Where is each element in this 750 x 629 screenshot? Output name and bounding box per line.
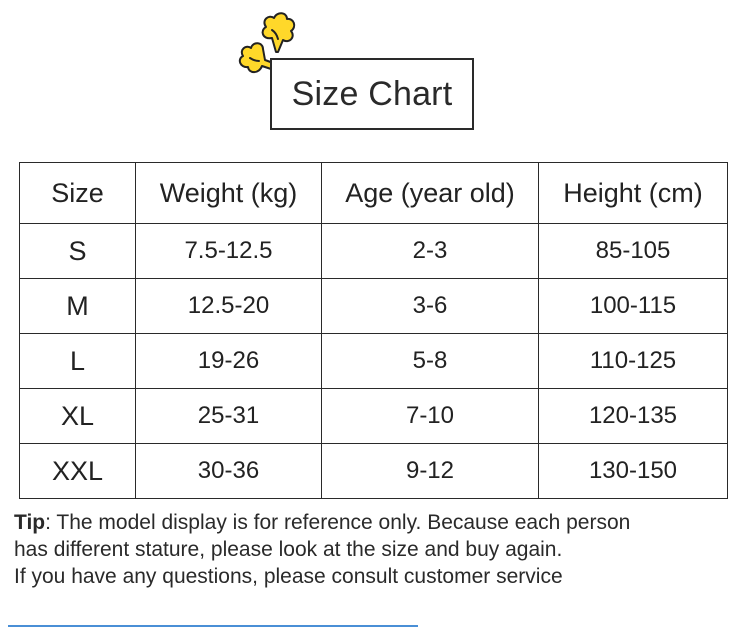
size-table: Size Weight (kg) Age (year old) Height (… [19,162,728,499]
weight-cell: 19-26 [135,333,322,389]
tip-line-2: has different stature, please look at th… [14,538,563,561]
header-height: Height (cm) [538,162,728,224]
size-cell: XL [19,388,136,444]
weight-cell: 25-31 [135,388,322,444]
tip-label: Tip [14,511,46,534]
size-cell: M [19,278,136,334]
height-cell: 110-125 [538,333,728,389]
page-title: Size Chart [270,58,474,130]
tip-line-1-text: : The model display is for reference onl… [45,511,631,534]
size-cell: XXL [19,443,136,499]
weight-cell: 12.5-20 [135,278,322,334]
height-cell: 130-150 [538,443,728,499]
divider [8,625,418,627]
tip-text: Tip: The model display is for reference … [14,509,744,590]
tip-line-3: If you have any questions, please consul… [14,565,563,588]
size-cell: L [19,333,136,389]
height-cell: 85-105 [538,223,728,279]
height-cell: 120-135 [538,388,728,444]
table-header-row: Size Weight (kg) Age (year old) Height (… [19,162,728,224]
table-row: XL 25-31 7-10 120-135 [19,388,728,444]
table-row: M 12.5-20 3-6 100-115 [19,278,728,334]
table-row: S 7.5-12.5 2-3 85-105 [19,223,728,279]
header-age: Age (year old) [321,162,539,224]
popping-burst-sticker-icon [238,12,296,74]
age-cell: 3-6 [321,278,539,334]
weight-cell: 30-36 [135,443,322,499]
age-cell: 9-12 [321,443,539,499]
tip-line-1: Tip: The model display is for reference … [14,509,744,536]
age-cell: 7-10 [321,388,539,444]
table-row: XXL 30-36 9-12 130-150 [19,443,728,499]
size-cell: S [19,223,136,279]
age-cell: 5-8 [321,333,539,389]
table-row: L 19-26 5-8 110-125 [19,333,728,389]
weight-cell: 7.5-12.5 [135,223,322,279]
age-cell: 2-3 [321,223,539,279]
header-size: Size [19,162,136,224]
header-weight: Weight (kg) [135,162,322,224]
height-cell: 100-115 [538,278,728,334]
